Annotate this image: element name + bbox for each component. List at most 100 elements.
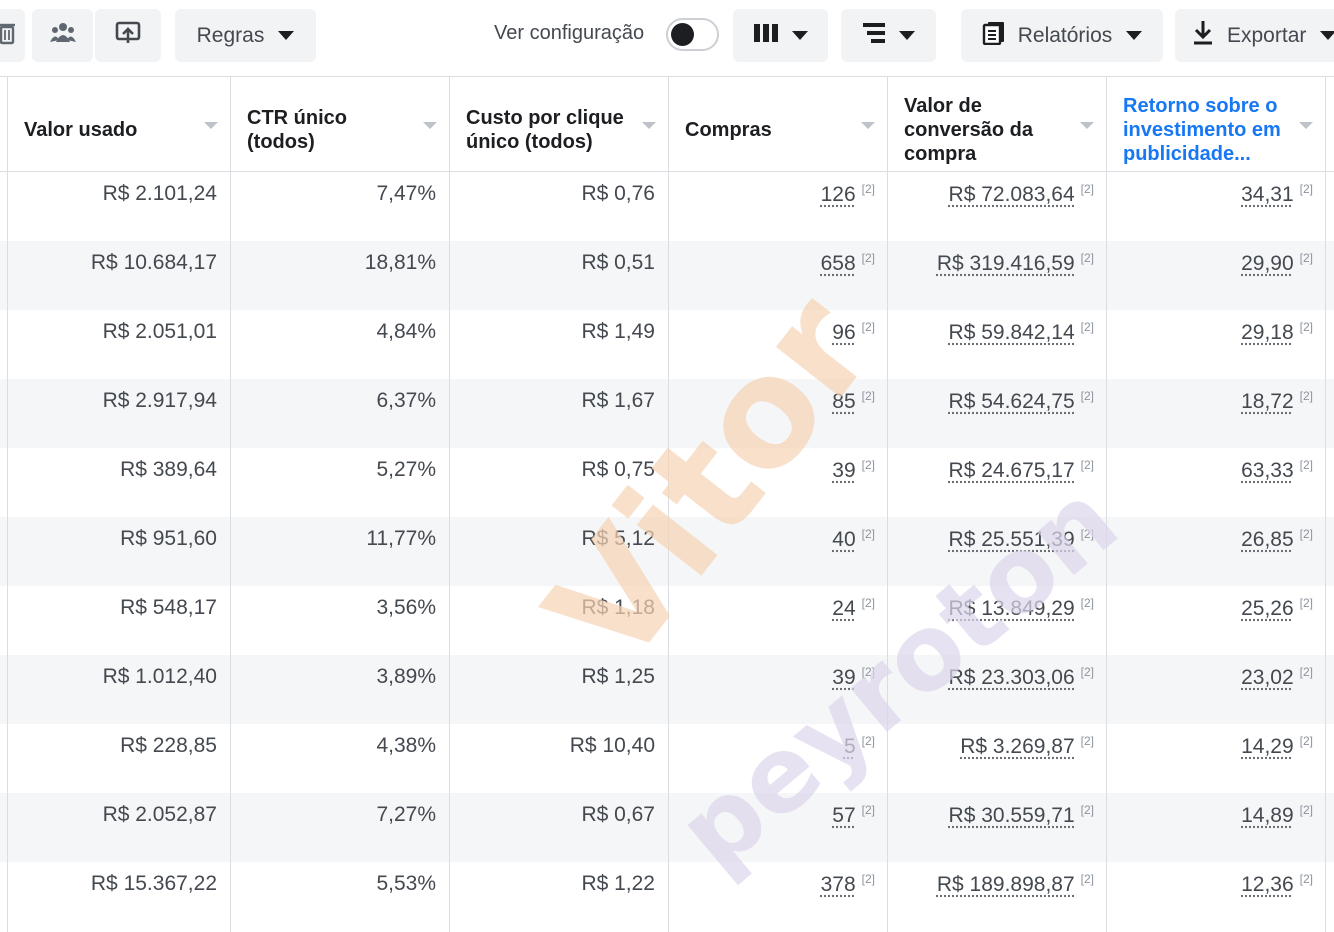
column-header[interactable]: Valor usado	[8, 77, 230, 172]
footnote-marker[interactable]: [2]	[862, 458, 875, 472]
footnote-marker[interactable]: [2]	[1081, 872, 1094, 886]
reports-dropdown[interactable]: Relatórios	[961, 9, 1163, 62]
table-cell[interactable]: 12,36 [2]	[1107, 862, 1325, 931]
table-row[interactable]: R$ 2.917,94 6,37% R$ 1,67 85 [2] R$ 54.624,75…	[0, 379, 1334, 448]
table-cell[interactable]: R$ 23.303,06 [2]	[888, 655, 1106, 724]
table-cell[interactable]: 26,85 [2]	[1107, 517, 1325, 586]
footnote-marker[interactable]: [2]	[1081, 527, 1094, 541]
footnote-marker[interactable]: [2]	[1081, 665, 1094, 679]
table-row[interactable]: R$ 2.052,87 7,27% R$ 0,67 57 [2] R$ 30.559,71…	[0, 793, 1334, 862]
footnote-marker[interactable]: [2]	[1081, 734, 1094, 748]
view-settings-toggle[interactable]	[666, 18, 719, 51]
footnote-marker[interactable]: [2]	[1300, 320, 1313, 334]
table-cell[interactable]: R$ 54.624,75 [2]	[888, 379, 1106, 448]
footnote-marker[interactable]: [2]	[862, 527, 875, 541]
sort-arrow-icon[interactable]	[204, 122, 218, 129]
sort-arrow-icon[interactable]	[642, 122, 656, 129]
footnote-marker[interactable]: [2]	[1081, 803, 1094, 817]
cell-value: 4,38%	[376, 734, 436, 757]
table-row[interactable]: R$ 15.367,22 5,53% R$ 1,22 378 [2] R$ 189.898…	[0, 862, 1334, 931]
table-cell[interactable]: R$ 30.559,71 [2]	[888, 793, 1106, 862]
table-row[interactable]: R$ 2.101,24 7,47% R$ 0,76 126 [2] R$ 72.083,6…	[0, 172, 1334, 241]
footnote-marker[interactable]: [2]	[1300, 182, 1313, 196]
footnote-marker[interactable]: [2]	[1300, 734, 1313, 748]
column-header[interactable]: Retorno sobre o investimento em publicid…	[1107, 77, 1325, 172]
share-button[interactable]	[95, 9, 161, 62]
table-row[interactable]: R$ 951,60 11,77% R$ 5,12 40 [2] R$ 25.551,39 […	[0, 517, 1334, 586]
table-cell[interactable]: 63,33 [2]	[1107, 448, 1325, 517]
table-row[interactable]: R$ 10.684,17 18,81% R$ 0,51 658 [2] R$ 319.41…	[0, 241, 1334, 310]
table-cell[interactable]: 29,18 [2]	[1107, 310, 1325, 379]
table-cell[interactable]: 96 [2]	[669, 310, 887, 379]
sort-arrow-icon[interactable]	[1299, 122, 1313, 129]
table-cell[interactable]: 34,31 [2]	[1107, 172, 1325, 241]
footnote-marker[interactable]: [2]	[862, 182, 875, 196]
table-cell[interactable]: 40 [2]	[669, 517, 887, 586]
table-row[interactable]: R$ 228,85 4,38% R$ 10,40 5 [2] R$ 3.269,87 [2]…	[0, 724, 1334, 793]
sort-arrow-icon[interactable]	[1080, 122, 1094, 129]
table-row[interactable]: R$ 1.012,40 3,89% R$ 1,25 39 [2] R$ 23.303,06…	[0, 655, 1334, 724]
footnote-marker[interactable]: [2]	[1300, 251, 1313, 265]
delete-button[interactable]	[0, 9, 25, 62]
footnote-marker[interactable]: [2]	[1081, 596, 1094, 610]
footnote-marker[interactable]: [2]	[1081, 251, 1094, 265]
table-cell[interactable]: 14,29 [2]	[1107, 724, 1325, 793]
table-cell[interactable]: R$ 25.551,39 [2]	[888, 517, 1106, 586]
table-cell[interactable]: R$ 24.675,17 [2]	[888, 448, 1106, 517]
table-row[interactable]: R$ 389,64 5,27% R$ 0,75 39 [2] R$ 24.675,17 [2…	[0, 448, 1334, 517]
footnote-marker[interactable]: [2]	[1300, 596, 1313, 610]
table-cell[interactable]: 14,89 [2]	[1107, 793, 1325, 862]
table-cell[interactable]: 126 [2]	[669, 172, 887, 241]
footnote-marker[interactable]: [2]	[1081, 182, 1094, 196]
table-cell[interactable]: R$ 59.842,14 [2]	[888, 310, 1106, 379]
table-row[interactable]: R$ 548,17 3,56% R$ 1,18 24 [2] R$ 13.849,29 [2…	[0, 586, 1334, 655]
footnote-marker[interactable]: [2]	[862, 596, 875, 610]
table-cell[interactable]: R$ 189.898,87 [2]	[888, 862, 1106, 931]
table-cell[interactable]: 29,90 [2]	[1107, 241, 1325, 310]
table-cell[interactable]: 18,72 [2]	[1107, 379, 1325, 448]
footnote-marker[interactable]: [2]	[862, 251, 875, 265]
footnote-marker[interactable]: [2]	[1081, 320, 1094, 334]
footnote-marker[interactable]: [2]	[862, 872, 875, 886]
audience-button[interactable]	[32, 9, 93, 62]
footnote-marker[interactable]: [2]	[1300, 665, 1313, 679]
breakdown-dropdown[interactable]	[841, 9, 936, 62]
footnote-marker[interactable]: [2]	[862, 803, 875, 817]
footnote-marker[interactable]: [2]	[1081, 389, 1094, 403]
footnote-marker[interactable]: [2]	[1081, 458, 1094, 472]
footnote-marker[interactable]: [2]	[862, 665, 875, 679]
table-cell[interactable]: 57 [2]	[669, 793, 887, 862]
footnote-marker[interactable]: [2]	[1300, 527, 1313, 541]
footnote-marker[interactable]: [2]	[862, 734, 875, 748]
table-cell[interactable]: 39 [2]	[669, 448, 887, 517]
column-header[interactable]: Compras	[669, 77, 887, 172]
table-row[interactable]: R$ 2.051,01 4,84% R$ 1,49 96 [2] R$ 59.842,14…	[0, 310, 1334, 379]
table-cell[interactable]: R$ 13.849,29 [2]	[888, 586, 1106, 655]
table-cell[interactable]: 39 [2]	[669, 655, 887, 724]
column-header[interactable]: CTR único (todos)	[231, 77, 449, 172]
table-cell[interactable]: R$ 3.269,87 [2]	[888, 724, 1106, 793]
table-cell[interactable]: R$ 72.083,64 [2]	[888, 172, 1106, 241]
table-cell[interactable]: 85 [2]	[669, 379, 887, 448]
table-cell[interactable]: 5 [2]	[669, 724, 887, 793]
cell-value: 7,47%	[376, 182, 436, 205]
footnote-marker[interactable]: [2]	[1300, 458, 1313, 472]
table-cell[interactable]: R$ 319.416,59 [2]	[888, 241, 1106, 310]
column-header[interactable]: Custo por clique único (todos)	[450, 77, 668, 172]
table-cell[interactable]: 25,26 [2]	[1107, 586, 1325, 655]
column-header[interactable]: Valor de conversão da compra	[888, 77, 1106, 172]
sort-arrow-icon[interactable]	[423, 122, 437, 129]
table-cell[interactable]: 23,02 [2]	[1107, 655, 1325, 724]
table-cell[interactable]: 658 [2]	[669, 241, 887, 310]
columns-dropdown[interactable]	[733, 9, 828, 62]
footnote-marker[interactable]: [2]	[1300, 803, 1313, 817]
sort-arrow-icon[interactable]	[861, 122, 875, 129]
table-cell[interactable]: 378 [2]	[669, 862, 887, 931]
footnote-marker[interactable]: [2]	[1300, 389, 1313, 403]
export-dropdown[interactable]: Exportar	[1175, 9, 1334, 62]
footnote-marker[interactable]: [2]	[862, 320, 875, 334]
table-cell[interactable]: 24 [2]	[669, 586, 887, 655]
rules-dropdown[interactable]: Regras	[175, 9, 316, 62]
footnote-marker[interactable]: [2]	[862, 389, 875, 403]
footnote-marker[interactable]: [2]	[1300, 872, 1313, 886]
